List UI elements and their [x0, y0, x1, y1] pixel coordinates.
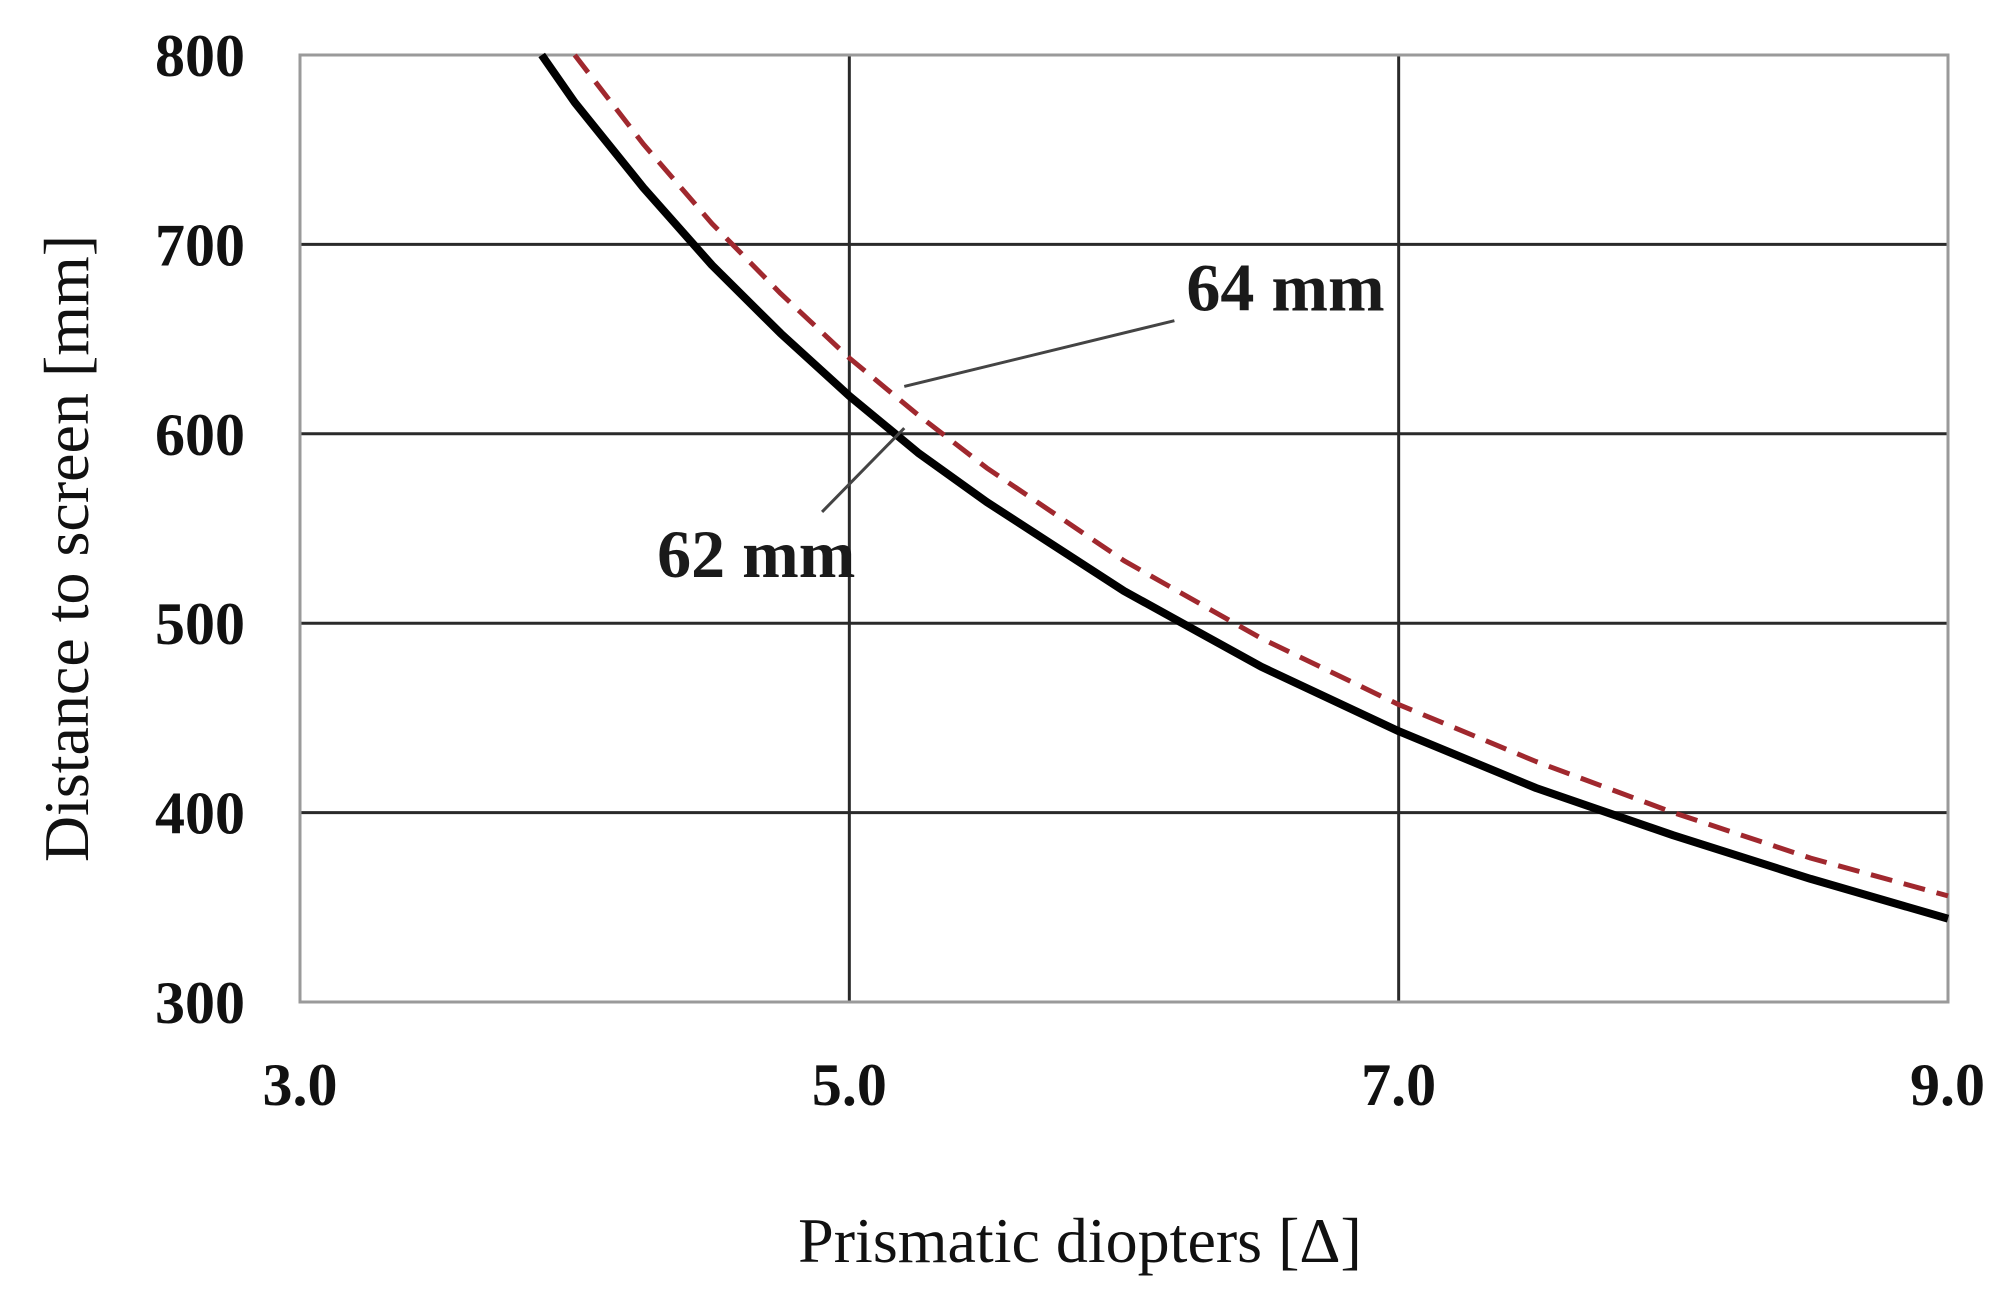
y-tick-label: 800: [155, 23, 245, 89]
annotation-leader-line: [820, 427, 906, 513]
x-axis-label: Prismatic diopters [Δ]: [798, 1205, 1362, 1276]
y-tick-label: 300: [155, 970, 245, 1036]
y-axis-label: Distance to screen [mm]: [31, 235, 102, 862]
grid-lines: [298, 53, 1950, 1004]
annotations: 64 mm 62 mm: [657, 250, 1385, 592]
annotation-label: 62 mm: [657, 516, 855, 592]
tick-labels: 3.0 5.0 7.0 9.0 300 400 500 600 700 800: [155, 23, 1985, 1118]
x-tick-label: 9.0: [1910, 1052, 1985, 1118]
plot-frame: [298, 53, 1950, 1004]
x-tick-label: 3.0: [263, 1052, 338, 1118]
series-line-62-mm: [538, 52, 1950, 923]
annotation-leader-line: [903, 319, 1175, 388]
y-tick-label: 500: [155, 591, 245, 657]
x-tick-label: 7.0: [1361, 1052, 1436, 1118]
y-tick-label: 700: [155, 212, 245, 278]
series-lines: [538, 52, 1950, 923]
x-tick-label: 5.0: [812, 1052, 887, 1118]
series-line-64-mm: [572, 53, 1949, 899]
y-tick-label: 400: [155, 781, 245, 847]
annotation-label: 64 mm: [1186, 250, 1384, 326]
y-tick-label: 600: [155, 402, 245, 468]
